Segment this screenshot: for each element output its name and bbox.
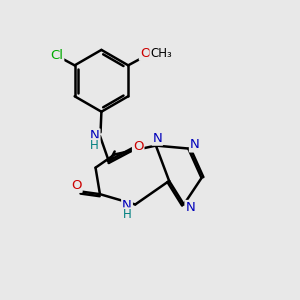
Text: O: O <box>140 47 150 60</box>
Text: O: O <box>71 179 82 192</box>
Text: N: N <box>122 199 132 212</box>
Text: H: H <box>90 139 99 152</box>
Text: N: N <box>90 129 100 142</box>
Text: O: O <box>133 140 143 153</box>
Text: N: N <box>190 139 200 152</box>
Text: N: N <box>152 132 162 145</box>
Text: Cl: Cl <box>50 49 63 62</box>
Text: CH₃: CH₃ <box>150 47 172 60</box>
Text: N: N <box>185 201 195 214</box>
Text: H: H <box>123 208 131 221</box>
